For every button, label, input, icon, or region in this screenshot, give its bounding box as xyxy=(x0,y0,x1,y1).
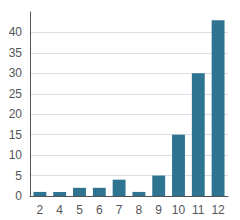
svg-text:8: 8 xyxy=(136,203,143,217)
svg-text:30: 30 xyxy=(9,66,23,80)
svg-text:5: 5 xyxy=(76,203,83,217)
svg-text:6: 6 xyxy=(96,203,103,217)
svg-text:5: 5 xyxy=(15,169,22,183)
svg-text:4: 4 xyxy=(56,203,63,217)
svg-text:12: 12 xyxy=(211,203,225,217)
svg-text:2: 2 xyxy=(37,203,44,217)
svg-text:11: 11 xyxy=(192,203,205,217)
svg-text:25: 25 xyxy=(9,87,23,101)
svg-text:10: 10 xyxy=(172,203,186,217)
svg-text:10: 10 xyxy=(9,148,23,162)
svg-text:7: 7 xyxy=(116,203,123,217)
svg-text:15: 15 xyxy=(9,128,23,142)
svg-text:35: 35 xyxy=(9,46,23,60)
svg-text:9: 9 xyxy=(155,203,162,217)
svg-text:40: 40 xyxy=(9,25,23,39)
svg-text:20: 20 xyxy=(9,107,23,121)
svg-text:0: 0 xyxy=(15,189,22,203)
